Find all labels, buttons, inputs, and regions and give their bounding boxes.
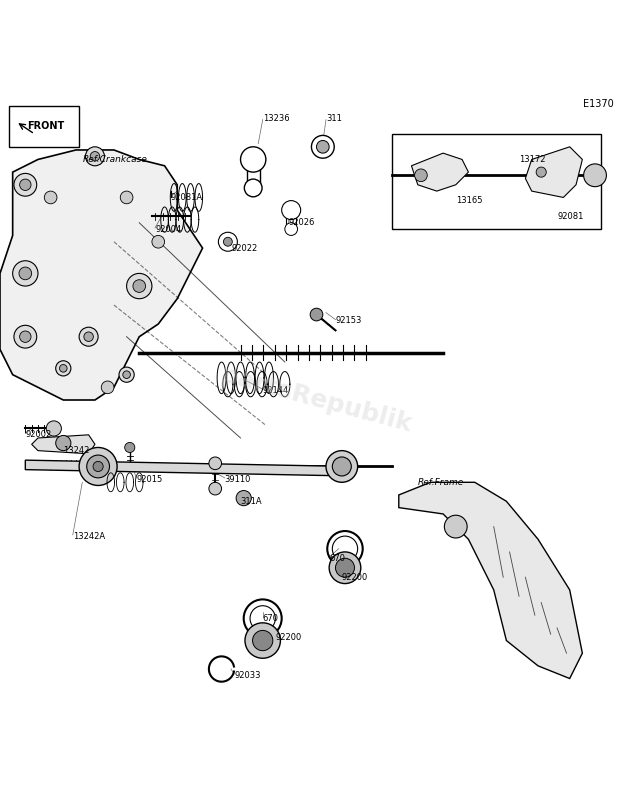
Text: 13242: 13242 [63, 446, 90, 455]
Text: 13172: 13172 [519, 155, 546, 164]
Circle shape [56, 361, 71, 376]
Circle shape [13, 261, 38, 286]
Text: 92004: 92004 [155, 225, 181, 234]
Circle shape [584, 164, 606, 186]
Circle shape [79, 447, 117, 486]
Circle shape [46, 421, 61, 436]
Text: Ref.Crankcase: Ref.Crankcase [82, 155, 147, 164]
Polygon shape [399, 482, 582, 678]
Circle shape [85, 146, 104, 166]
Circle shape [87, 455, 110, 478]
Circle shape [236, 490, 251, 506]
Circle shape [84, 332, 94, 342]
Polygon shape [525, 146, 582, 198]
Bar [392, 134, 601, 229]
Circle shape [93, 462, 103, 471]
Text: 92081: 92081 [557, 212, 584, 221]
Text: 92200: 92200 [342, 573, 368, 582]
Polygon shape [0, 150, 203, 400]
Polygon shape [32, 435, 95, 454]
Text: 311: 311 [326, 114, 342, 123]
Circle shape [119, 367, 134, 382]
Text: 13165: 13165 [456, 196, 482, 205]
Circle shape [14, 174, 37, 196]
Circle shape [310, 308, 323, 321]
Circle shape [245, 623, 280, 658]
Circle shape [223, 238, 232, 246]
Text: 92026: 92026 [288, 218, 315, 227]
Circle shape [316, 141, 329, 153]
Text: 92153: 92153 [335, 316, 362, 326]
Circle shape [209, 482, 222, 495]
Circle shape [20, 179, 31, 190]
Circle shape [101, 381, 114, 394]
Text: Ref.Frame: Ref.Frame [418, 478, 464, 486]
Text: 92002: 92002 [25, 430, 51, 439]
Circle shape [244, 179, 262, 197]
Circle shape [415, 169, 427, 182]
Text: E1370: E1370 [583, 99, 614, 110]
Circle shape [311, 135, 334, 158]
Circle shape [44, 191, 57, 204]
Circle shape [335, 558, 354, 578]
Circle shape [120, 191, 133, 204]
Polygon shape [25, 460, 348, 476]
Circle shape [241, 147, 266, 172]
Circle shape [218, 232, 237, 251]
Circle shape [444, 515, 467, 538]
Text: 92200: 92200 [275, 633, 301, 642]
Polygon shape [411, 153, 468, 191]
Circle shape [127, 274, 152, 298]
Text: 92144: 92144 [263, 386, 289, 395]
Text: 92015: 92015 [136, 474, 162, 484]
Text: 39110: 39110 [225, 474, 251, 484]
Circle shape [282, 201, 301, 219]
Text: 670: 670 [263, 614, 279, 623]
Circle shape [90, 151, 100, 161]
Text: 92022: 92022 [231, 243, 257, 253]
Circle shape [60, 365, 67, 372]
Circle shape [133, 280, 146, 292]
Circle shape [152, 235, 165, 248]
Text: 670: 670 [329, 554, 345, 562]
Circle shape [14, 326, 37, 348]
Text: 311A: 311A [241, 497, 262, 506]
Circle shape [19, 267, 32, 280]
Circle shape [123, 371, 130, 378]
Text: 92033: 92033 [234, 671, 261, 680]
Text: partsRepublik: partsRepublik [218, 363, 415, 437]
Circle shape [536, 167, 546, 177]
Circle shape [125, 442, 135, 453]
Text: 92081A: 92081A [171, 193, 203, 202]
FancyBboxPatch shape [9, 106, 79, 146]
Circle shape [56, 435, 71, 450]
Circle shape [79, 327, 98, 346]
Text: 13236: 13236 [263, 114, 289, 123]
Circle shape [329, 552, 361, 583]
Circle shape [253, 630, 273, 650]
Circle shape [209, 457, 222, 470]
Text: FRONT: FRONT [27, 121, 64, 131]
Circle shape [285, 222, 298, 235]
Circle shape [326, 450, 358, 482]
Text: 13242A: 13242A [73, 531, 105, 541]
Circle shape [20, 331, 31, 342]
Circle shape [332, 457, 351, 476]
